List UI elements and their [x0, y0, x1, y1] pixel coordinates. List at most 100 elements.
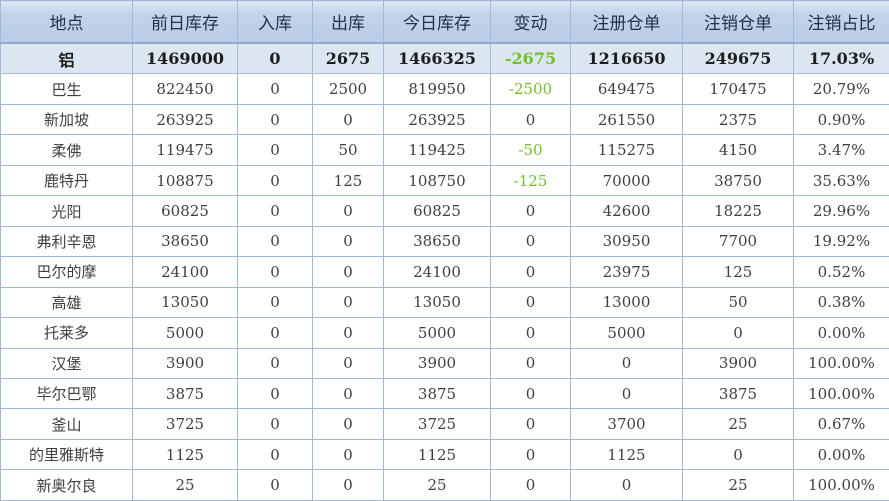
location-cell: 巴尔的摩 — [0, 256, 133, 288]
value-cell: 100.00% — [793, 469, 889, 501]
value-cell: 0 — [570, 469, 683, 501]
value-cell: -125 — [490, 164, 571, 197]
value-cell: 1216650 — [570, 42, 683, 75]
value-cell: 7700 — [682, 225, 794, 258]
value-cell: 100.00% — [793, 377, 889, 410]
location-cell: 托莱多 — [0, 317, 133, 349]
value-cell: 38650 — [132, 225, 238, 258]
location-cell: 高雄 — [0, 286, 133, 319]
value-cell: -2500 — [490, 73, 571, 105]
value-cell: 25 — [132, 469, 238, 501]
value-cell: 3875 — [132, 377, 238, 410]
value-cell: 0 — [312, 103, 384, 136]
value-cell: 108750 — [383, 164, 491, 197]
value-cell: 0 — [312, 438, 384, 471]
table-row: 的里雅斯特 1125 0 0 1125 0 1125 0 0.00% — [0, 438, 889, 471]
value-cell: 1125 — [132, 438, 238, 471]
header-cell-4: 今日库存 — [383, 0, 491, 44]
table-row: 高雄 13050 0 0 13050 0 13000 50 0.38% — [0, 286, 889, 319]
value-cell: 263925 — [132, 103, 238, 136]
value-cell: 0.00% — [793, 438, 889, 471]
value-cell: 3900 — [383, 347, 491, 380]
value-cell: 3700 — [570, 408, 683, 440]
header-cell-2: 入库 — [237, 0, 313, 44]
value-cell: 60825 — [383, 195, 491, 227]
value-cell: 25 — [383, 469, 491, 501]
value-cell: 0 — [312, 286, 384, 319]
location-cell: 的里雅斯特 — [0, 438, 133, 471]
table-row: 新奥尔良 25 0 0 25 0 0 25 100.00% — [0, 469, 889, 501]
value-cell: 3900 — [132, 347, 238, 380]
value-cell: 30950 — [570, 225, 683, 258]
header-cell-5: 变动 — [490, 0, 571, 44]
location-cell: 毕尔巴鄂 — [0, 377, 133, 410]
value-cell: 20.79% — [793, 73, 889, 105]
location-cell: 鹿特丹 — [0, 164, 133, 197]
value-cell: 0 — [237, 195, 313, 227]
value-cell: 50 — [682, 286, 794, 319]
location-cell: 巴生 — [0, 73, 133, 105]
location-cell: 汉堡 — [0, 347, 133, 380]
value-cell: 0 — [237, 225, 313, 258]
value-cell: 5000 — [570, 317, 683, 349]
header-cell-7: 注销仓单 — [682, 0, 794, 44]
value-cell: 0 — [490, 195, 571, 227]
value-cell: 0 — [312, 469, 384, 501]
table-row: 巴尔的摩 24100 0 0 24100 0 23975 125 0.52% — [0, 256, 889, 288]
value-cell: 38650 — [383, 225, 491, 258]
value-cell: 1125 — [383, 438, 491, 471]
value-cell: 819950 — [383, 73, 491, 105]
value-cell: 3725 — [132, 408, 238, 440]
table-row: 毕尔巴鄂 3875 0 0 3875 0 0 3875 100.00% — [0, 377, 889, 410]
value-cell: 0 — [490, 286, 571, 319]
value-cell: 0 — [237, 164, 313, 197]
value-cell: 1125 — [570, 438, 683, 471]
location-cell: 柔佛 — [0, 134, 133, 166]
table-body: 铝 1469000 0 2675 1466325 -2675 1216650 249675 17… — [0, 42, 889, 501]
value-cell: 249675 — [682, 42, 794, 75]
value-cell: 0 — [570, 347, 683, 380]
location-cell: 光阳 — [0, 195, 133, 227]
value-cell: 13050 — [383, 286, 491, 319]
value-cell: 0 — [237, 134, 313, 166]
value-cell: 0 — [237, 317, 313, 349]
table-row: 巴生 822450 0 2500 819950 -2500 649475 170475 20.7… — [0, 73, 889, 105]
table-row: 铝 1469000 0 2675 1466325 -2675 1216650 249675 17… — [0, 42, 889, 75]
value-cell: 261550 — [570, 103, 683, 136]
value-cell: 0 — [490, 377, 571, 410]
value-cell: 0 — [237, 286, 313, 319]
value-cell: 3.47% — [793, 134, 889, 166]
value-cell: 3875 — [383, 377, 491, 410]
value-cell: 0.67% — [793, 408, 889, 440]
location-cell: 新奥尔良 — [0, 469, 133, 501]
value-cell: 115275 — [570, 134, 683, 166]
value-cell: 19.92% — [793, 225, 889, 258]
value-cell: 0 — [312, 317, 384, 349]
value-cell: 1469000 — [132, 42, 238, 75]
value-cell: 38750 — [682, 164, 794, 197]
value-cell: 60825 — [132, 195, 238, 227]
value-cell: 0 — [490, 347, 571, 380]
value-cell: 108875 — [132, 164, 238, 197]
value-cell: 2500 — [312, 73, 384, 105]
table-header: 地点 前日库存 入库 出库 今日库存 变动 注册仓单 注销仓单 注销占比 — [0, 0, 889, 44]
value-cell: 0 — [237, 347, 313, 380]
value-cell: 0 — [237, 42, 313, 75]
value-cell: 24100 — [132, 256, 238, 288]
value-cell: 3900 — [682, 347, 794, 380]
table-row: 托莱多 5000 0 0 5000 0 5000 0 0.00% — [0, 317, 889, 349]
value-cell: 822450 — [132, 73, 238, 105]
value-cell: 5000 — [383, 317, 491, 349]
value-cell: 0 — [312, 195, 384, 227]
value-cell: 0.00% — [793, 317, 889, 349]
value-cell: 13050 — [132, 286, 238, 319]
value-cell: 119425 — [383, 134, 491, 166]
value-cell: 0 — [312, 225, 384, 258]
table-row: 汉堡 3900 0 0 3900 0 0 3900 100.00% — [0, 347, 889, 380]
value-cell: 0 — [490, 103, 571, 136]
value-cell: 119475 — [132, 134, 238, 166]
table-row: 釜山 3725 0 0 3725 0 3700 25 0.67% — [0, 408, 889, 440]
location-cell: 釜山 — [0, 408, 133, 440]
value-cell: 0.38% — [793, 286, 889, 319]
